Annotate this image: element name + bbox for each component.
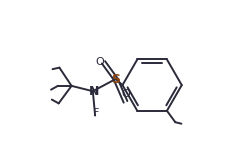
- Text: O: O: [121, 89, 130, 99]
- Text: S: S: [111, 73, 120, 86]
- Text: O: O: [95, 57, 104, 67]
- Text: N: N: [89, 85, 99, 98]
- Text: F: F: [93, 108, 99, 118]
